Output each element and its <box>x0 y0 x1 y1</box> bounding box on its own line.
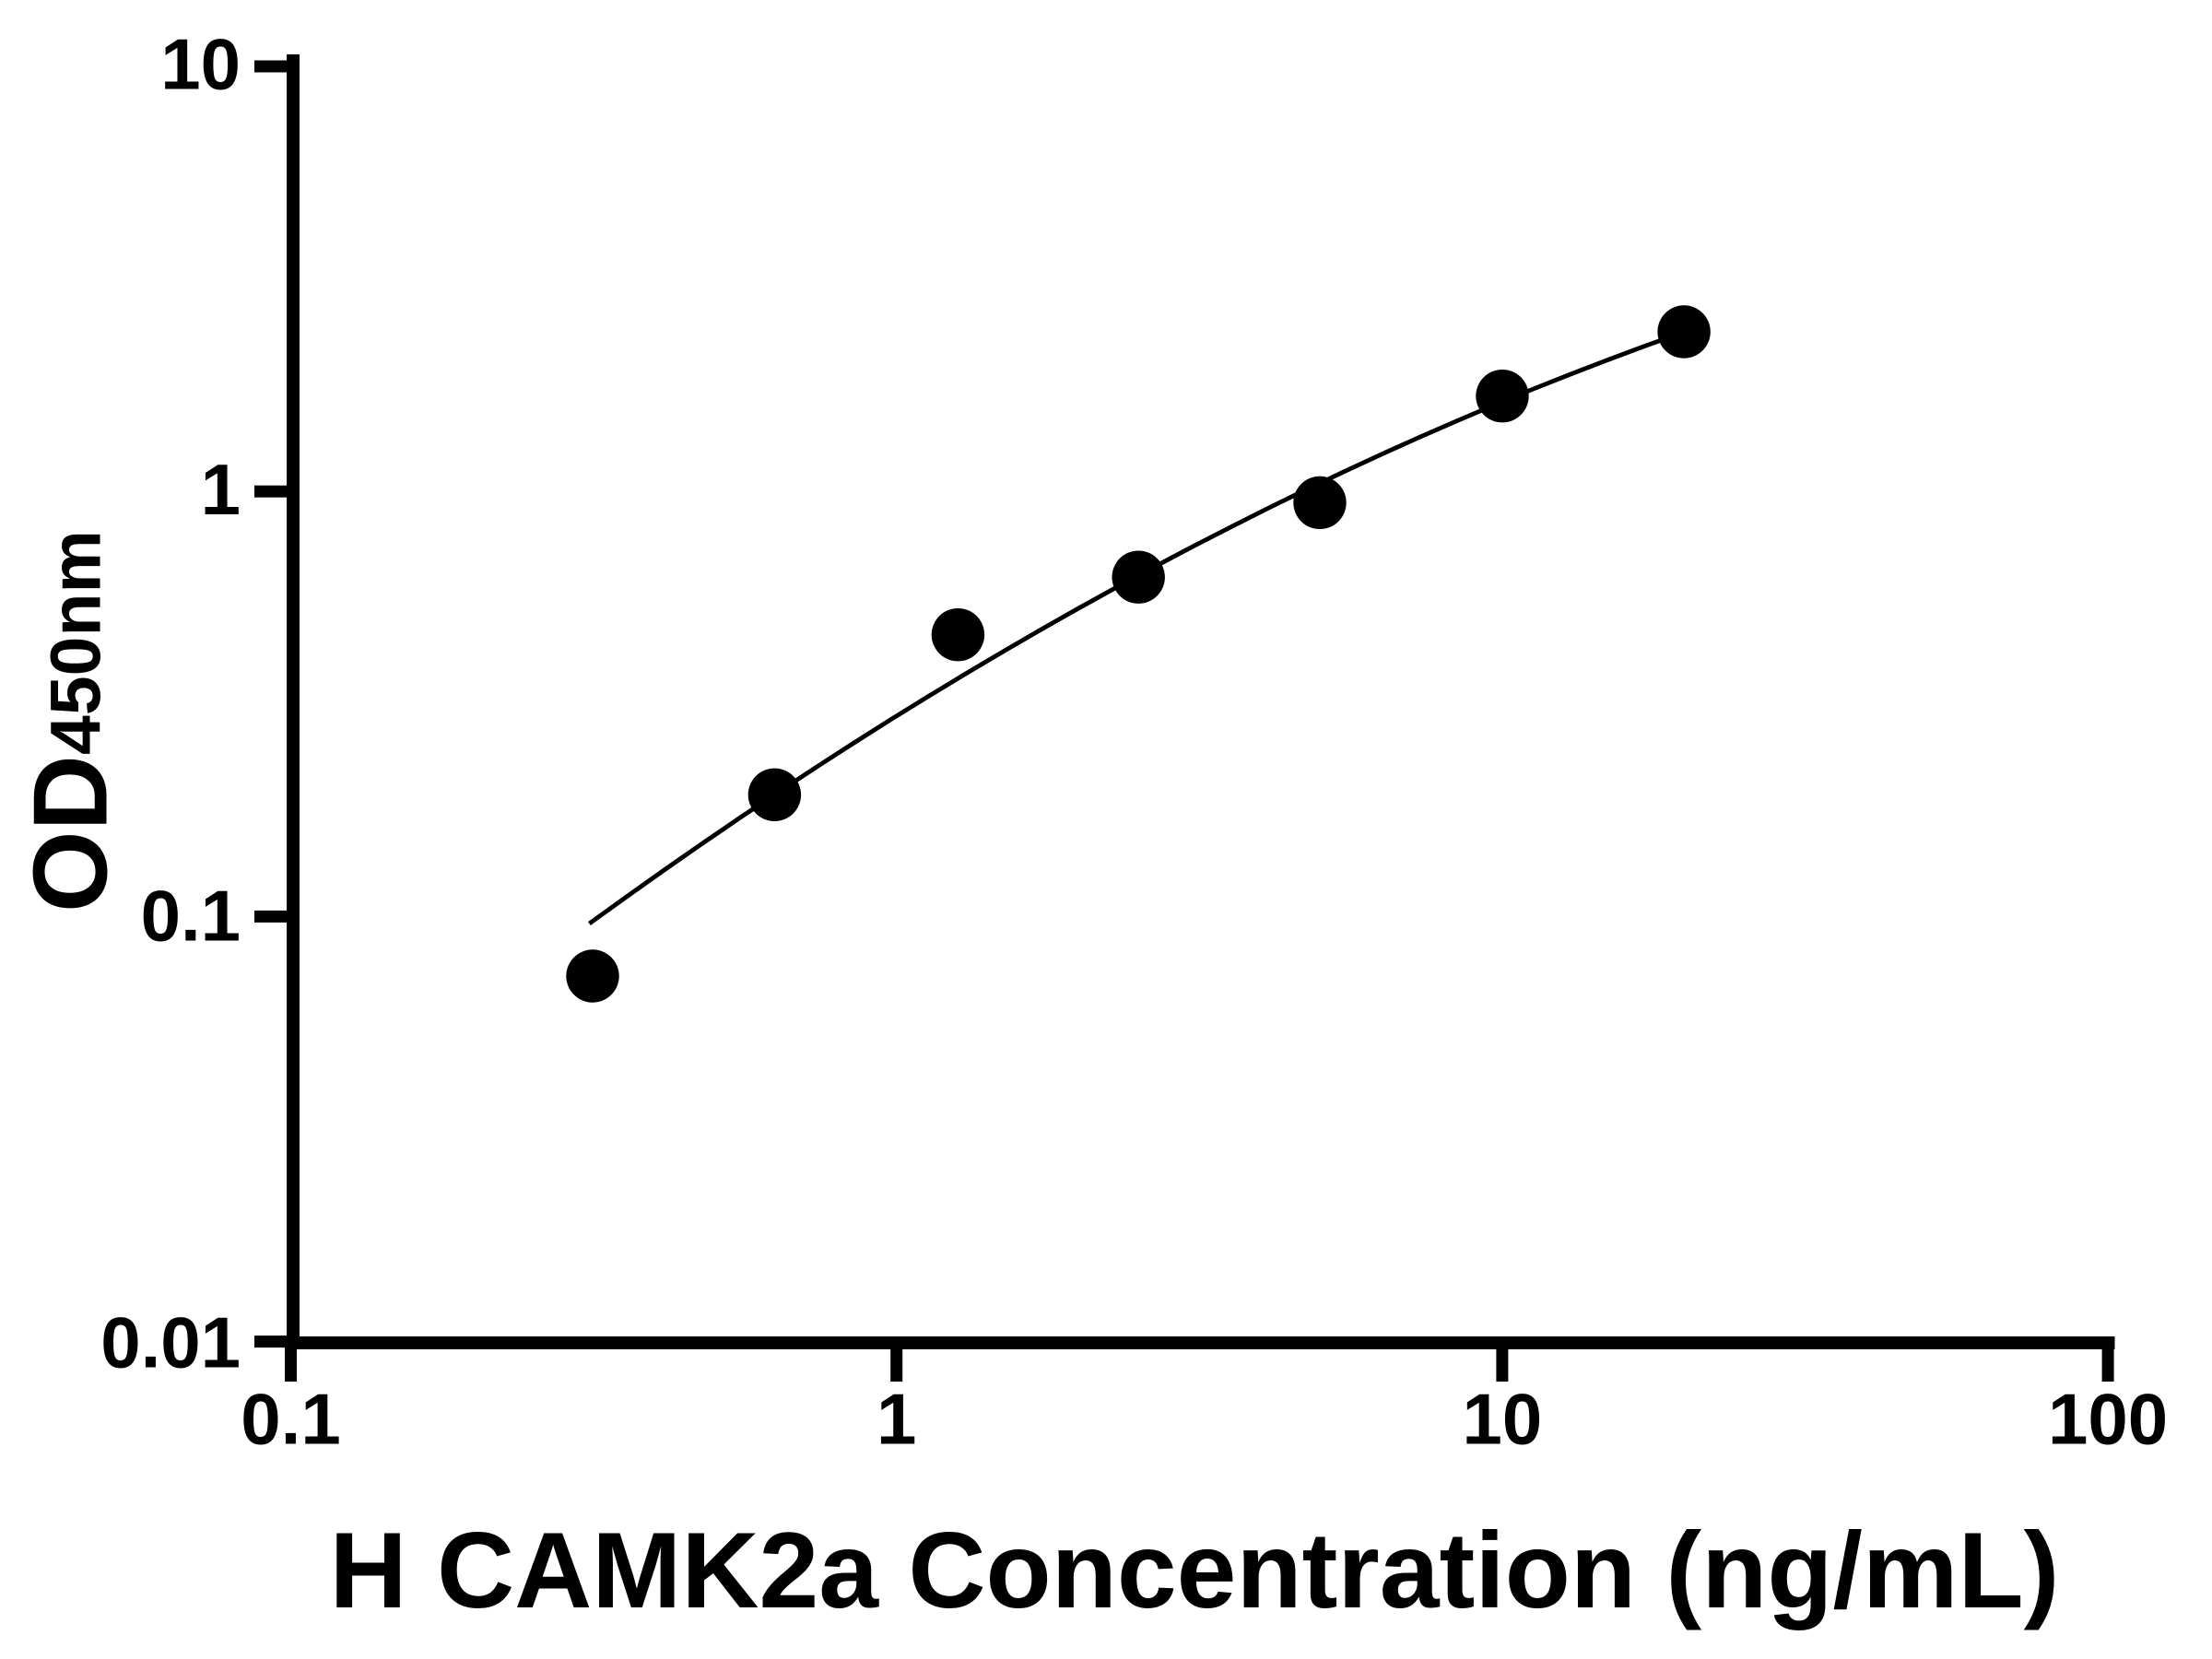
svg-text:1: 1 <box>877 1379 916 1460</box>
svg-text:10: 10 <box>1463 1379 1543 1460</box>
svg-text:0.1: 0.1 <box>241 1379 340 1460</box>
svg-text:100: 100 <box>2048 1379 2168 1460</box>
svg-text:0.1: 0.1 <box>141 876 241 957</box>
svg-text:H CAMK2a Concentration (ng/mL): H CAMK2a Concentration (ng/mL) <box>330 1511 2060 1630</box>
svg-text:1: 1 <box>201 449 241 530</box>
svg-text:0.01: 0.01 <box>100 1302 241 1383</box>
svg-text:10: 10 <box>160 24 241 105</box>
